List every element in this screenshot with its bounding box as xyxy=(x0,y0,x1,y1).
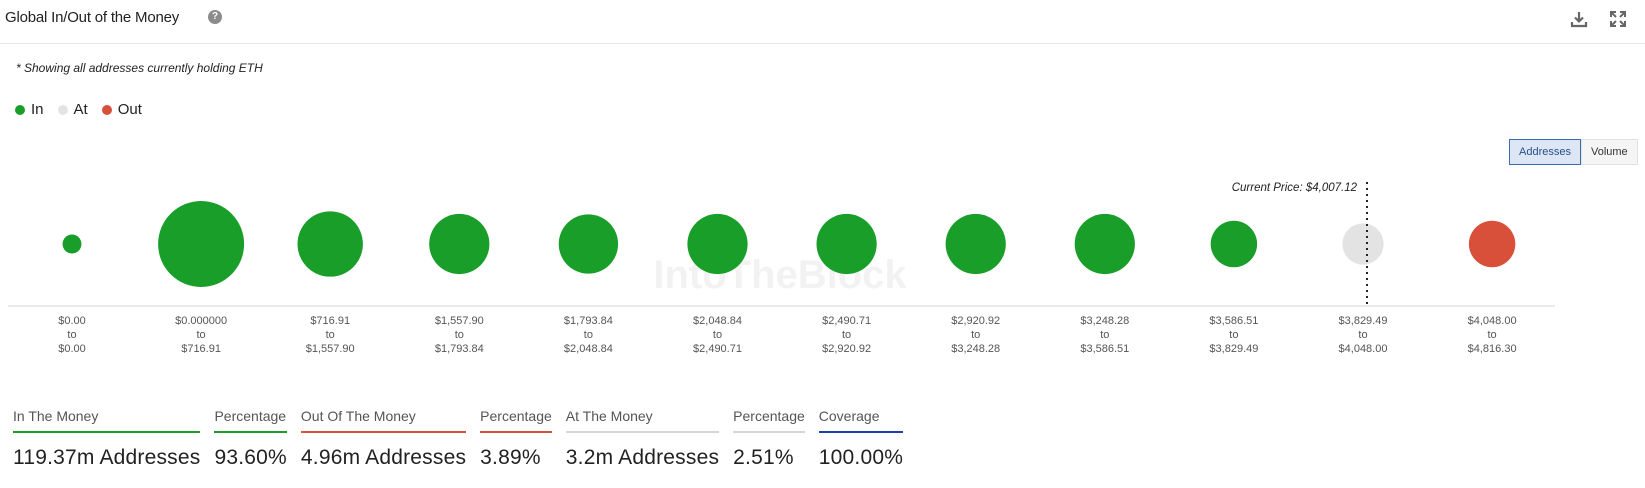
stat-in-the-money: In The Money 119.37m Addresses xyxy=(13,408,201,470)
bubble-at xyxy=(1342,223,1384,265)
tick-label-until: $0.00 xyxy=(58,343,86,355)
stat-label: Out Of The Money xyxy=(300,408,467,433)
stat-label: Percentage xyxy=(733,408,805,433)
stat-value: 93.60% xyxy=(214,446,287,469)
tick-label-to: to xyxy=(67,329,76,341)
bubble-in xyxy=(62,234,82,254)
tick-label-to: to xyxy=(1229,329,1238,341)
tick-label-until: $2,490.71 xyxy=(693,343,742,355)
tick-label-from: $4,048.00 xyxy=(1468,315,1517,327)
tick-label-until: $716.91 xyxy=(181,343,221,355)
legend-item-out[interactable]: Out xyxy=(101,101,142,118)
stat-at-the-money: At The Money 3.2m Addresses xyxy=(565,408,720,470)
bubble-in xyxy=(816,213,877,275)
stat-value: 119.37m Addresses xyxy=(13,446,201,469)
tick-label-from: $0.00 xyxy=(58,315,86,327)
stat-label: At The Money xyxy=(565,408,720,433)
stat-out-percentage: Percentage 3.89% xyxy=(480,408,552,470)
stat-label: Percentage xyxy=(214,408,287,433)
stat-label: Coverage xyxy=(818,408,904,433)
tick-label-from: $3,248.28 xyxy=(1080,315,1129,327)
tick-label-until: $3,248.28 xyxy=(951,343,1000,355)
tick-label-from: $2,490.71 xyxy=(822,315,871,327)
stat-value: 3.89% xyxy=(480,446,541,469)
tick-label-to: to xyxy=(713,329,722,341)
tick-label-from: $1,793.84 xyxy=(564,315,613,327)
tick-label-to: to xyxy=(584,329,593,341)
tick-label-until: $3,586.51 xyxy=(1080,343,1129,355)
stat-value: 2.51% xyxy=(733,446,794,469)
tick-label-until: $4,048.00 xyxy=(1339,343,1388,355)
tick-label-from: $3,586.51 xyxy=(1209,315,1258,327)
addresses-toggle-button[interactable]: Addresses xyxy=(1509,139,1581,165)
bubble-in xyxy=(1210,220,1258,268)
chart-legend: In At Out xyxy=(15,101,142,118)
legend-label-in: In xyxy=(31,101,44,118)
bubble-chart: IntoTheBlock$0.00to$0.00$0.000000to$716.… xyxy=(8,182,1555,355)
tick-label-from: $716.91 xyxy=(310,315,350,327)
tick-label-from: $0.000000 xyxy=(175,315,227,327)
bubble-in xyxy=(1074,213,1135,275)
bubble-out xyxy=(1468,220,1516,268)
bubble-in xyxy=(158,201,245,287)
stat-label: Percentage xyxy=(480,408,552,433)
tick-label-until: $4,816.30 xyxy=(1468,343,1517,355)
tick-label-from: $1,557.90 xyxy=(435,315,484,327)
stat-value: 4.96m Addresses xyxy=(300,446,467,469)
tick-label-until: $1,793.84 xyxy=(435,343,484,355)
stat-out-of-the-money: Out Of The Money 4.96m Addresses xyxy=(300,408,467,470)
legend-label-at: At xyxy=(73,101,88,118)
stat-label: In The Money xyxy=(13,408,201,433)
current-price-label: Current Price: $4,007.12 xyxy=(1232,182,1358,194)
download-icon[interactable] xyxy=(1568,8,1590,30)
tick-label-to: to xyxy=(455,329,464,341)
tick-label-until: $2,048.84 xyxy=(564,343,613,355)
metric-toggle: Addresses Volume xyxy=(1509,139,1638,165)
expand-icon[interactable] xyxy=(1607,8,1629,30)
bubble-in xyxy=(558,214,619,274)
stat-value: 3.2m Addresses xyxy=(565,446,720,469)
question-icon[interactable]: ? xyxy=(208,10,222,24)
tick-label-from: $2,920.92 xyxy=(951,315,1000,327)
legend-label-out: Out xyxy=(117,101,142,118)
legend-dot-out xyxy=(101,104,112,115)
legend-item-at[interactable]: At xyxy=(57,101,88,118)
stats-row: In The Money 119.37m Addresses Percentag… xyxy=(13,408,917,470)
tick-label-to: to xyxy=(1100,329,1109,341)
tick-label-from: $2,048.84 xyxy=(693,315,742,327)
page-title: Global In/Out of the Money xyxy=(5,9,180,26)
tick-label-until: $2,920.92 xyxy=(822,343,871,355)
stat-value: 100.00% xyxy=(818,446,904,469)
legend-item-in[interactable]: In xyxy=(15,101,44,118)
bubble-in xyxy=(945,213,1006,275)
stat-in-percentage: Percentage 93.60% xyxy=(214,408,287,470)
bubble-in xyxy=(429,213,490,275)
tick-label-to: to xyxy=(842,329,851,341)
bubble-in xyxy=(297,211,363,277)
legend-dot-in xyxy=(15,104,25,115)
tick-label-to: to xyxy=(971,329,980,341)
holding-note: * Showing all addresses currently holdin… xyxy=(16,61,263,75)
stat-coverage: Coverage 100.00% xyxy=(818,408,904,470)
tick-label-to: to xyxy=(326,329,335,341)
tick-label-to: to xyxy=(197,329,206,341)
tick-label-until: $3,829.49 xyxy=(1209,343,1258,355)
tick-label-from: $3,829.49 xyxy=(1339,315,1388,327)
header: Global In/Out of the Money ? xyxy=(0,0,1645,44)
bubble-in xyxy=(687,213,748,275)
volume-toggle-button[interactable]: Volume xyxy=(1580,139,1638,165)
tick-label-to: to xyxy=(1358,329,1367,341)
tick-label-until: $1,557.90 xyxy=(306,343,355,355)
tick-label-to: to xyxy=(1488,329,1497,341)
legend-dot-at xyxy=(57,104,68,115)
stat-at-percentage: Percentage 2.51% xyxy=(733,408,805,470)
